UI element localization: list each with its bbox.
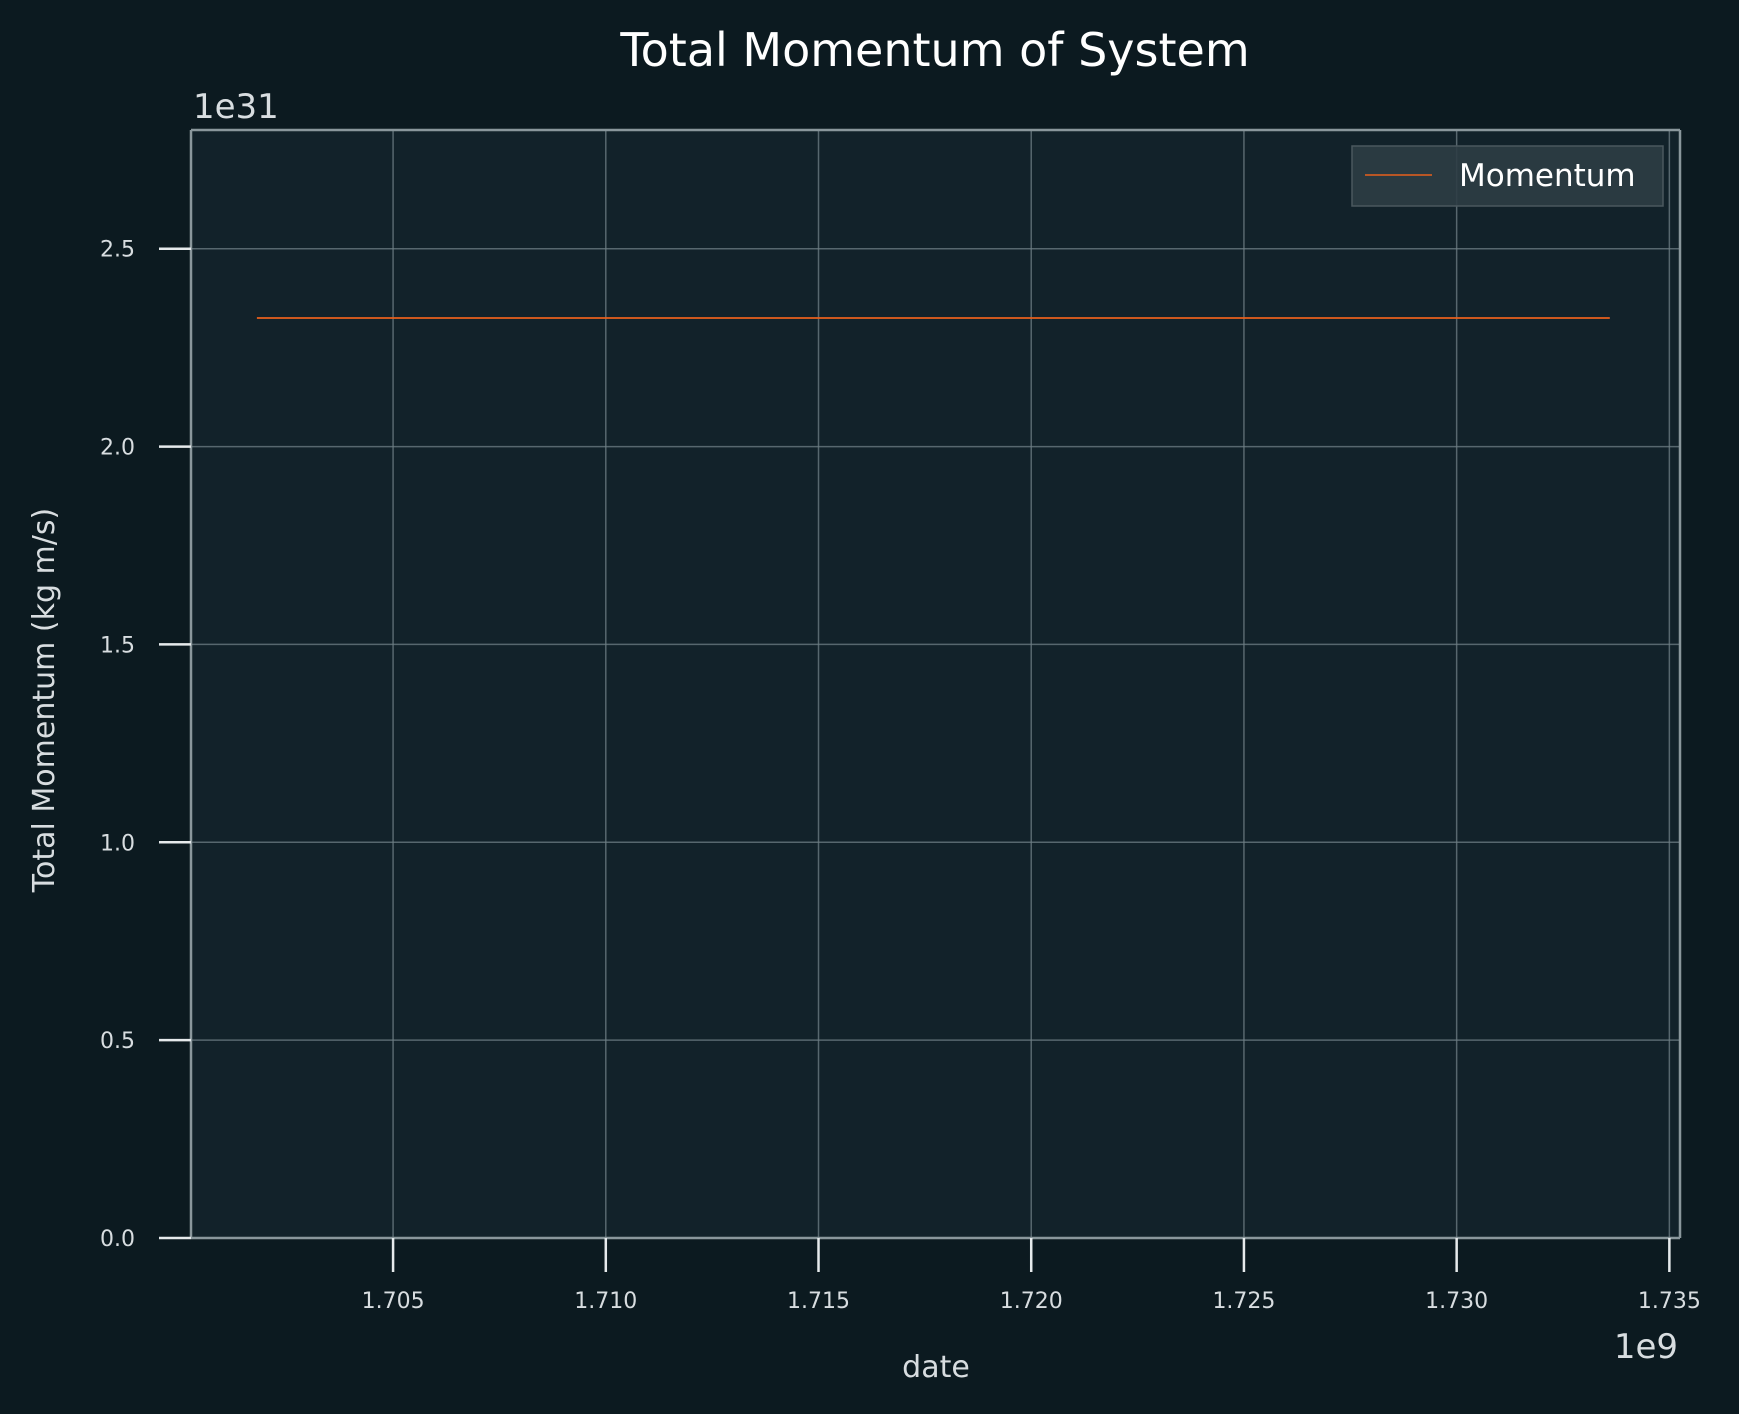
x-tick-label: 1.730 (1425, 1289, 1488, 1314)
x-tick-label: 1.735 (1638, 1289, 1701, 1314)
y-tick-label: 1.0 (100, 831, 135, 856)
x-tick-label: 1.715 (787, 1289, 850, 1314)
y-tick-label: 0.0 (100, 1227, 135, 1252)
y-tick-label: 1.5 (100, 633, 135, 658)
plot-area (191, 130, 1680, 1238)
y-tick-label: 0.5 (100, 1029, 135, 1054)
y-axis-ticks: 0.0 0.5 1.0 1.5 2.0 2.5 (100, 238, 191, 1252)
grid-lines (191, 130, 1680, 1238)
x-axis-label: date (902, 1350, 970, 1385)
x-tick-label: 1.720 (1000, 1289, 1063, 1314)
chart-title: Total Momentum of System (619, 23, 1249, 77)
y-tick-label: 2.5 (100, 238, 135, 263)
y-axis-offset-label: 1e31 (193, 87, 279, 127)
x-tick-label: 1.710 (574, 1289, 637, 1314)
x-tick-label: 1.725 (1212, 1289, 1275, 1314)
y-axis-label: Total Momentum (kg m/s) (27, 508, 62, 893)
axes-spines (189, 128, 1682, 1240)
x-axis-offset-label: 1e9 (1614, 1327, 1678, 1367)
legend-label-momentum: Momentum (1459, 158, 1636, 194)
x-tick-label: 1.705 (362, 1289, 425, 1314)
y-tick-label: 2.0 (100, 436, 135, 461)
legend: Momentum (1351, 145, 1664, 207)
legend-box (1351, 145, 1664, 207)
x-axis-ticks: 1.705 1.710 1.715 1.720 1.725 1.730 1.735 (362, 1238, 1701, 1314)
